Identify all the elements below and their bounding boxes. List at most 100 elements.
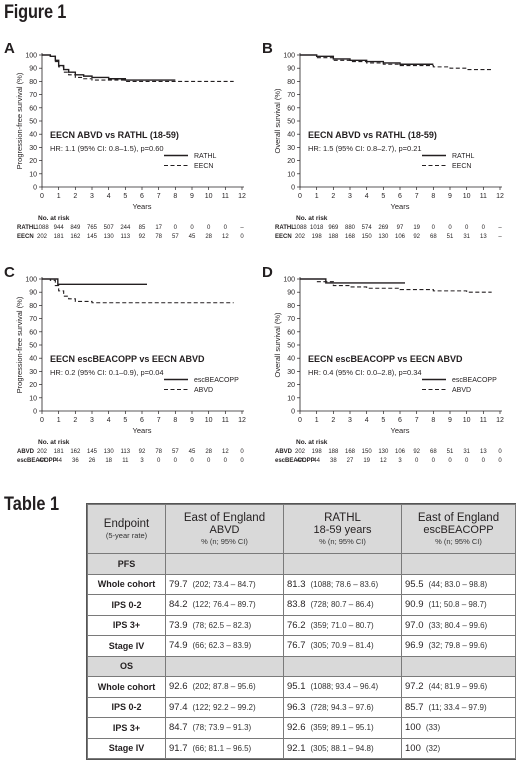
y-tick-label: 20 — [287, 158, 295, 165]
table-row: IPS 3+ 84.7 (78; 73.9 – 91.3) 92.6 (359; 8… — [87, 717, 516, 739]
x-axis-label: Years — [133, 426, 152, 435]
risk-count: 0 — [240, 458, 244, 464]
risk-count: 188 — [328, 449, 339, 455]
risk-count: 168 — [345, 234, 356, 240]
risk-count: 31 — [463, 449, 470, 455]
y-tick-label: 70 — [29, 316, 37, 323]
rate-value: 74.9 — [169, 640, 188, 652]
risk-count: 130 — [104, 234, 115, 240]
risk-count: 0 — [190, 225, 194, 231]
series-line-abvd — [42, 278, 234, 304]
section-empty-cell — [401, 553, 516, 575]
table-row: IPS 3+ 73.9 (78; 62.5 – 82.3) 76.2 (359; 7… — [87, 614, 516, 636]
row-label: IPS 0-2 — [87, 696, 166, 718]
x-tick-label: 9 — [190, 417, 194, 424]
table-header-row: Endpoint (5-year rate) East of England A… — [87, 504, 516, 554]
ci-value: (78; 62.5 – 82.3) — [192, 620, 252, 630]
panel-letter: D — [262, 264, 273, 281]
x-tick-label: 12 — [238, 417, 246, 424]
risk-count: 1088 — [35, 225, 49, 231]
risk-count: 0 — [432, 458, 436, 464]
y-tick-label: 50 — [29, 119, 37, 126]
risk-count: 28 — [205, 234, 212, 240]
series-line-eecn — [42, 54, 234, 82]
ci-value: (1088; 78.6 – 83.6) — [310, 579, 379, 589]
value-cell: 76.7 (305; 70.9 – 81.4) — [283, 635, 402, 657]
risk-count: 44 — [313, 458, 320, 464]
risk-count: 113 — [121, 234, 131, 240]
risk-table-header: No. at risk — [296, 439, 328, 446]
hazard-ratio: HR: 0.2 (95% CI: 0.1–0.9), p=0.04 — [50, 368, 164, 377]
y-tick-label: 100 — [25, 277, 37, 284]
x-tick-label: 7 — [415, 193, 419, 200]
legend-label: RATHL — [452, 153, 475, 160]
x-tick-label: 8 — [173, 417, 177, 424]
value-cell: 92.1 (305; 88.1 – 94.8) — [283, 737, 402, 759]
ci-value: (33; 80.4 – 99.6) — [428, 620, 488, 630]
x-tick-label: 4 — [107, 417, 111, 424]
rate-value: 84.2 — [169, 599, 188, 611]
risk-count: 3 — [140, 458, 144, 464]
value-cell: 79.7 (202; 73.4 – 84.7) — [165, 573, 284, 595]
x-tick-label: 4 — [365, 417, 369, 424]
risk-count: 12 — [222, 449, 229, 455]
hazard-ratio: HR: 1.5 (95% CI: 0.8–2.7), p=0.21 — [308, 144, 422, 153]
header-col1-sub: ABVD — [209, 524, 240, 536]
risk-count: 92 — [139, 234, 146, 240]
header-col1-main: East of England — [183, 512, 266, 524]
risk-count: 0 — [240, 449, 244, 455]
x-tick-label: 4 — [365, 193, 369, 200]
x-tick-label: 2 — [73, 193, 77, 200]
risk-count: 0 — [240, 234, 244, 240]
y-tick-label: 10 — [29, 171, 37, 178]
risk-count: 130 — [378, 234, 389, 240]
x-tick-label: 10 — [205, 417, 213, 424]
risk-count: 78 — [155, 234, 162, 240]
y-tick-label: 40 — [29, 132, 37, 139]
x-tick-label: 6 — [398, 417, 402, 424]
risk-table-header: No. at risk — [38, 215, 70, 222]
series-line-escbeacopp — [300, 278, 405, 284]
risk-count: 202 — [37, 449, 48, 455]
x-tick-label: 6 — [140, 417, 144, 424]
risk-count: 162 — [70, 234, 81, 240]
risk-count: 97 — [397, 225, 404, 231]
risk-count: 44 — [39, 458, 46, 464]
x-tick-label: 7 — [157, 417, 161, 424]
comparison-label: EECN escBEACOPP vs EECN ABVD — [308, 354, 463, 364]
section-empty-cell — [401, 655, 516, 677]
series-line-abvd — [300, 278, 492, 293]
risk-count: 0 — [207, 458, 211, 464]
table-row: Stage IV 91.7 (66; 81.1 – 96.5) 92.1 (305;… — [87, 737, 516, 759]
section-title: PFS — [87, 553, 166, 575]
rate-value: 100 — [405, 742, 421, 754]
y-tick-label: 80 — [287, 303, 295, 310]
y-axis-label: Progression-free survival (%) — [15, 296, 24, 393]
y-tick-label: 50 — [287, 343, 295, 350]
ci-value: (1088; 93.4 – 96.4) — [310, 682, 379, 692]
risk-count: 19 — [363, 458, 370, 464]
x-axis-label: Years — [391, 202, 410, 211]
legend-label: EECN — [194, 163, 213, 170]
risk-row-label: escBEACOPP — [17, 458, 57, 464]
x-tick-label: 2 — [331, 193, 335, 200]
rate-value: 81.3 — [287, 578, 306, 590]
comparison-label: EECN ABVD vs RATHL (18-59) — [50, 130, 179, 140]
y-axis-label: Progression-free survival (%) — [15, 72, 24, 169]
comparison-label: EECN ABVD vs RATHL (18-59) — [308, 130, 437, 140]
risk-count: – — [498, 225, 502, 231]
y-tick-label: 30 — [287, 369, 295, 376]
risk-count: 150 — [362, 449, 373, 455]
value-cell: 96.3 (728; 94.3 – 97.6) — [283, 696, 402, 718]
risk-count: 68 — [430, 234, 437, 240]
y-tick-label: 90 — [287, 66, 295, 73]
risk-count: 28 — [205, 449, 212, 455]
value-cell: 85.7 (11; 33.4 – 97.9) — [401, 696, 516, 718]
rate-value: 85.7 — [405, 701, 424, 713]
risk-count: 31 — [463, 234, 470, 240]
risk-row-label: RATHL — [17, 225, 37, 231]
risk-count: 78 — [155, 449, 162, 455]
risk-count: 849 — [70, 225, 81, 231]
risk-count: 0 — [482, 458, 486, 464]
